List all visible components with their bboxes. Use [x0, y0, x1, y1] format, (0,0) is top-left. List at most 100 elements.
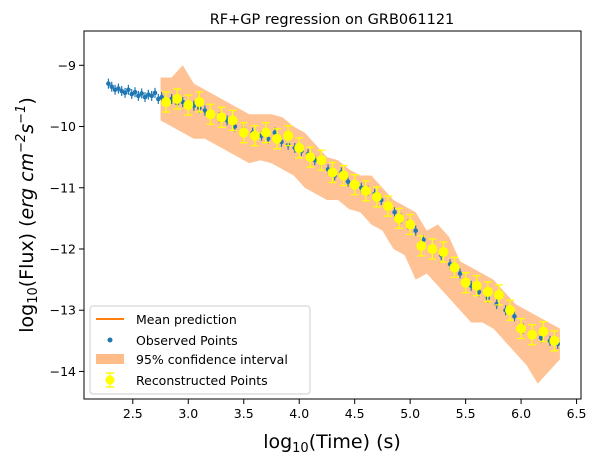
- y-tick-label: −10: [50, 119, 76, 134]
- observed-point: [149, 93, 154, 99]
- y-tick-label: −12: [50, 241, 76, 256]
- x-label-pre: log: [263, 431, 292, 453]
- reconstructed-point: [371, 191, 382, 202]
- reconstructed-point: [327, 167, 338, 178]
- confidence-band-layer: [160, 65, 560, 384]
- legend: Mean prediction Observed Points 95% conf…: [89, 305, 311, 395]
- x-tick-label: 3.5: [234, 406, 254, 421]
- reconstructed-point: [360, 185, 371, 196]
- y-label-sup1: −2: [14, 134, 29, 153]
- y-label-unit2: s: [16, 124, 38, 134]
- observed-point: [109, 84, 115, 90]
- reconstructed-point: [349, 179, 360, 190]
- reconstructed-point: [427, 243, 438, 254]
- reconstructed-point: [283, 130, 294, 141]
- legend-label-reconstructed: Reconstructed Points: [136, 373, 268, 388]
- reconstructed-point: [416, 240, 427, 251]
- legend-reconstructed-marker: [105, 375, 115, 385]
- y-axis-ticks: −9 −10 −11 −12 −13 −14: [50, 58, 84, 379]
- reconstructed-point: [338, 170, 349, 181]
- observed-point: [116, 86, 121, 91]
- reconstructed-point: [394, 213, 405, 224]
- x-label-sub: 10: [292, 441, 309, 456]
- reconstructed-point: [205, 109, 216, 120]
- x-axis-label: log10(Time) (s): [263, 431, 401, 456]
- reconstructed-point: [527, 329, 538, 340]
- reconstructed-point: [216, 112, 227, 123]
- legend-label-mean: Mean prediction: [136, 312, 237, 327]
- y-tick-label: −13: [50, 303, 76, 318]
- observed-point: [457, 271, 463, 276]
- observed-point: [392, 209, 397, 215]
- observed-point: [272, 130, 278, 135]
- y-label-unit: erg cm: [16, 153, 38, 220]
- observed-point: [538, 335, 544, 341]
- reconstructed-point: [493, 289, 504, 300]
- x-tick-label: 6.0: [511, 406, 531, 421]
- observed-point: [232, 124, 238, 129]
- x-tick-label: 3.0: [178, 406, 198, 421]
- reconstructed-point: [471, 280, 482, 291]
- chart-title: RF+GP regression on GRB061121: [210, 12, 455, 28]
- legend-box: [89, 305, 311, 395]
- x-tick-label: 5.0: [400, 406, 420, 421]
- reconstructed-point: [194, 97, 205, 108]
- observed-point: [139, 91, 144, 96]
- observed-point: [202, 108, 208, 113]
- y-label-sub: 10: [26, 287, 41, 304]
- legend-observed-marker: [107, 337, 113, 343]
- x-tick-label: 4.0: [289, 406, 309, 421]
- reconstructed-points-layer: [161, 88, 560, 352]
- reconstructed-point: [183, 100, 194, 111]
- reconstructed-point: [161, 97, 172, 108]
- reconstructed-point: [272, 133, 283, 144]
- y-label-sup2: −1: [14, 105, 29, 124]
- observed-point: [512, 314, 517, 319]
- reconstructed-point: [382, 201, 393, 212]
- x-tick-label: 6.5: [567, 406, 587, 421]
- reconstructed-point: [538, 326, 549, 337]
- observed-point: [106, 81, 111, 86]
- y-label-post: ): [16, 97, 38, 104]
- reconstructed-point: [294, 142, 305, 153]
- reconstructed-point: [249, 130, 260, 141]
- observed-point: [126, 87, 131, 93]
- observed-point: [152, 90, 158, 96]
- reconstructed-point: [460, 277, 471, 288]
- observed-point: [122, 90, 128, 96]
- y-label-mid: (Flux) (: [16, 219, 38, 287]
- observed-point: [421, 237, 426, 243]
- observed-point: [265, 136, 271, 142]
- y-label-pre: log: [16, 304, 38, 333]
- observed-point: [136, 93, 141, 99]
- reconstructed-point: [227, 115, 238, 126]
- legend-confidence-patch: [96, 354, 124, 364]
- y-axis-label: log10(Flux) (erg cm−2s−1): [14, 97, 41, 333]
- reconstructed-point: [505, 305, 515, 316]
- legend-label-confidence: 95% confidence interval: [136, 352, 288, 367]
- y-tick-label: −9: [58, 58, 76, 73]
- reconstructed-point: [260, 127, 271, 138]
- reconstructed-point: [405, 219, 416, 230]
- observed-point: [476, 289, 482, 295]
- reconstructed-point: [238, 127, 249, 138]
- reconstructed-point: [482, 286, 493, 297]
- y-tick-label: −14: [50, 364, 76, 379]
- reconstructed-point: [305, 152, 316, 163]
- confidence-band: [160, 65, 560, 384]
- reconstructed-point: [549, 335, 560, 346]
- x-axis-ticks: 2.5 3.0 3.5 4.0 4.5 5.0 5.5 6.0 6.5: [123, 399, 587, 421]
- x-tick-label: 2.5: [123, 406, 143, 421]
- reconstructed-point: [438, 247, 449, 258]
- x-tick-label: 4.5: [345, 406, 365, 421]
- x-label-post: (Time) (s): [309, 431, 401, 453]
- observed-point: [345, 179, 351, 184]
- x-tick-label: 5.5: [456, 406, 476, 421]
- plot-area: [106, 65, 561, 384]
- legend-label-observed: Observed Points: [136, 333, 238, 348]
- reconstructed-point: [316, 155, 327, 166]
- reconstructed-point: [449, 262, 460, 273]
- observed-point: [413, 228, 419, 233]
- observed-point: [132, 89, 138, 95]
